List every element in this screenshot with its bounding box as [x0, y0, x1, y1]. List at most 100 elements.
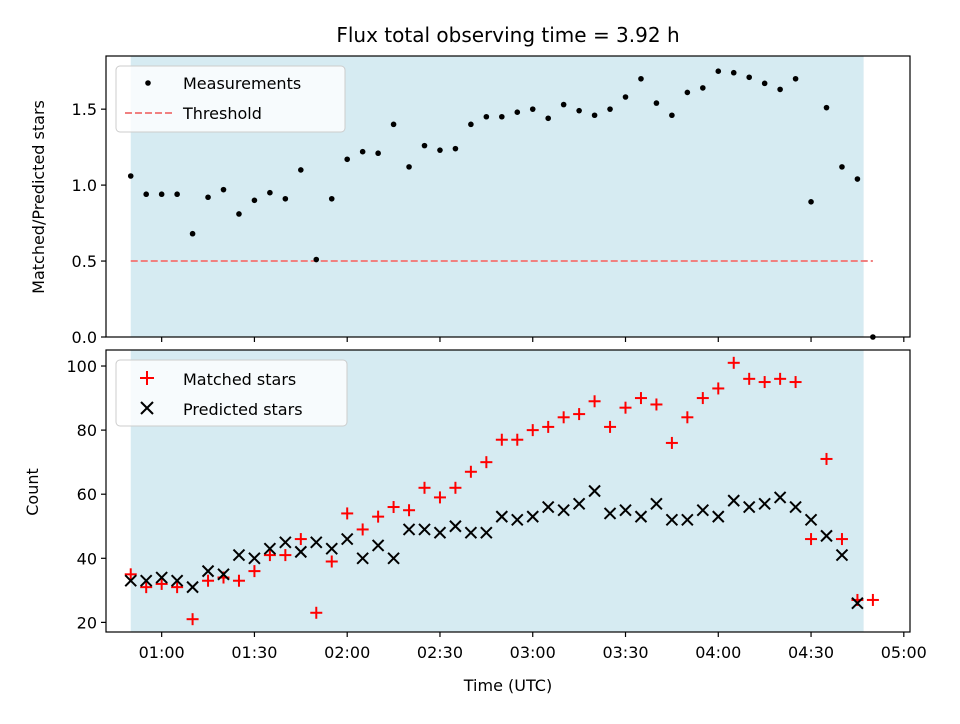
measurement-point	[715, 68, 722, 74]
predicted-star-point	[155, 571, 168, 584]
predicted-star-point	[279, 536, 292, 549]
measurement-point	[298, 167, 304, 173]
chart-title: Flux total observing time = 3.92 h	[336, 23, 679, 47]
matched-star-point	[866, 593, 879, 606]
predicted-star-point	[572, 497, 586, 511]
x-tick-label: 03:30	[602, 643, 648, 662]
x-tick-label: 04:00	[695, 643, 741, 662]
top-panel: 0.0 0.5 1.0 1.5 Matched/Predicted stars Mea…	[29, 55, 911, 347]
predicted-star-point	[418, 523, 431, 536]
predicted-star-point	[480, 526, 493, 539]
predicted-star-point	[526, 510, 539, 523]
matched-star-point	[573, 408, 586, 421]
measurement-point	[158, 191, 165, 198]
matched-star-point	[279, 549, 292, 562]
measurement-point	[545, 115, 551, 122]
predicted-star-point	[588, 484, 601, 498]
measurement-point	[792, 75, 799, 82]
matched-star-point	[263, 549, 276, 562]
measurement-point	[514, 109, 521, 115]
bottom-y-tick-label: 20	[77, 613, 97, 632]
x-tick-label: 02:00	[324, 643, 370, 662]
measurement-point	[452, 145, 459, 152]
measurement-point	[313, 256, 320, 263]
predicted-star-point	[758, 497, 771, 511]
measurement-point	[220, 186, 227, 193]
predicted-star-point	[310, 536, 323, 549]
matched-star-point	[743, 372, 756, 385]
matched-star-point	[248, 565, 261, 578]
predicted-star-point	[696, 504, 710, 517]
measurement-point	[143, 191, 149, 198]
predicted-star-point	[449, 520, 462, 533]
predicted-star-point	[619, 504, 632, 517]
measurement-point	[576, 107, 582, 114]
matched-star-point	[712, 382, 725, 395]
bottom-panel: 20 40 60 80 100 01:00 01:30 02:00 02:30 03:00 03:…	[23, 349, 927, 695]
bottom-y-axis-label: Count	[23, 468, 42, 516]
matched-star-point	[372, 510, 385, 523]
matched-star-point	[542, 420, 555, 433]
predicted-star-point	[263, 542, 277, 555]
matched-star-point	[789, 376, 802, 389]
predicted-star-point	[789, 500, 802, 514]
bottom-legend-box	[115, 359, 348, 427]
measurement-point	[746, 74, 752, 81]
top-x-ticks	[161, 337, 905, 342]
x-axis-label: Time (UTC)	[463, 676, 552, 695]
predicted-star-point	[356, 552, 369, 565]
bottom-y-tick-label: 60	[77, 485, 97, 504]
matched-star-point	[140, 581, 153, 594]
matched-star-point	[511, 433, 524, 446]
bottom-legend: Matched stars Predicted stars	[115, 359, 348, 427]
predicted-star-point	[665, 513, 679, 527]
predicted-star-point	[340, 532, 354, 546]
measurement-point	[189, 230, 196, 237]
measurement-point	[375, 150, 381, 157]
predicted-star-point	[433, 526, 447, 539]
top-plot-frame	[105, 55, 911, 338]
predicted-star-point	[124, 574, 137, 587]
predicted-star-point	[248, 552, 261, 565]
predicted-star-point	[294, 545, 308, 559]
measurement-point	[839, 164, 845, 170]
measurement-point	[483, 113, 490, 120]
legend-label-measurements: Measurements	[183, 74, 301, 93]
matched-star-point	[681, 411, 694, 424]
matched-star-point	[341, 507, 354, 520]
predicted-star-point	[851, 596, 864, 610]
legend-label-predicted: Predicted stars	[183, 400, 303, 419]
top-y-tick-label: 0.0	[72, 328, 97, 347]
measurement-point	[607, 106, 613, 112]
measurement-point	[267, 189, 273, 196]
measurement-point	[344, 156, 351, 163]
matched-star-point	[588, 395, 601, 408]
measurement-point	[669, 112, 675, 119]
matched-star-point	[171, 581, 184, 594]
matched-star-point	[418, 481, 431, 494]
matched-star-point	[634, 392, 647, 405]
predicted-star-point	[773, 491, 787, 504]
predicted-star-point	[742, 500, 756, 514]
matched-star-point	[433, 491, 446, 504]
predicted-star-point	[634, 510, 648, 523]
top-plot-points	[127, 68, 876, 340]
measurement-point	[421, 142, 428, 149]
measurement-point	[622, 94, 629, 100]
bottom-plot-points	[124, 356, 879, 626]
measurement-point	[468, 121, 474, 128]
predicted-star-point	[804, 513, 818, 527]
x-tick-label: 04:30	[788, 643, 834, 662]
matched-star-point	[449, 481, 462, 494]
matched-star-point	[232, 574, 245, 587]
matched-star-point	[186, 613, 199, 626]
matched-star-point	[495, 433, 508, 446]
measurement-point	[205, 194, 211, 201]
bottom-plot-frame	[105, 349, 911, 633]
matched-star-point	[464, 465, 477, 478]
measurement-point	[127, 173, 134, 179]
measurement-point	[591, 112, 598, 119]
measurement-point	[437, 147, 443, 153]
top-y-tick-label: 0.5	[72, 252, 97, 271]
